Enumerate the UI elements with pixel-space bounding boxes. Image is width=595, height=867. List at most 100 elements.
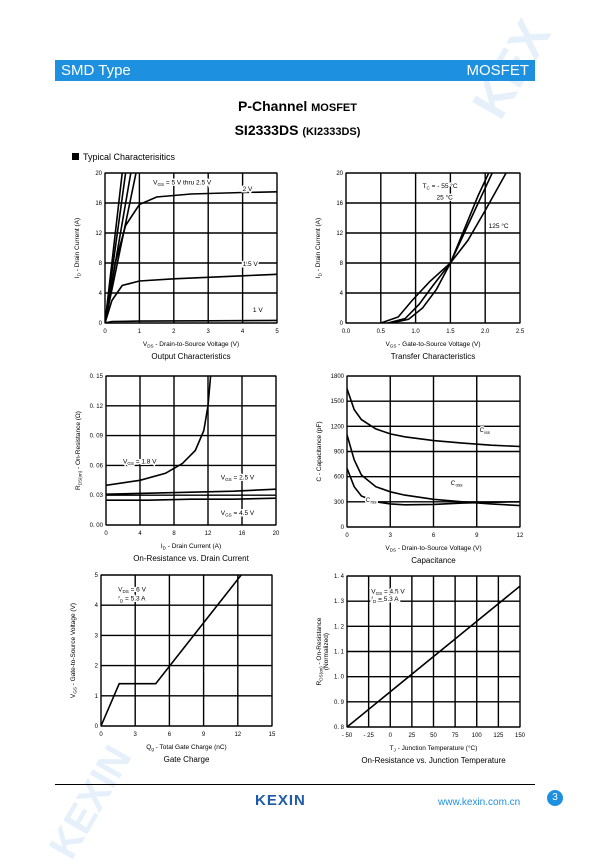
y-tick-label: 4 <box>95 603 99 609</box>
series-line <box>105 173 137 323</box>
x-tick-label: 8 <box>172 531 176 537</box>
y-tick-label: 1800 <box>331 374 345 380</box>
x-tick-label: 0 <box>389 733 393 739</box>
x-tick-label: 4 <box>138 531 142 537</box>
series-annotation: Crss <box>366 497 377 505</box>
series-annotation: ID = 5.3 A <box>371 596 399 604</box>
y-tick-label: 1. 1 <box>334 650 345 656</box>
x-tick-label: 0 <box>345 533 349 539</box>
series-annotation: 125 °C <box>489 222 509 230</box>
y-tick-label: 0 <box>341 525 345 531</box>
y-tick-label: 0. 9 <box>334 700 345 706</box>
x-tick-label: 3 <box>389 533 393 539</box>
x-tick-label: 9 <box>475 533 479 539</box>
y-tick-label: 2 <box>95 664 99 670</box>
title-suffix: MOSFET <box>311 102 357 114</box>
x-tick-label: 1.0 <box>411 329 420 335</box>
y-tick-label: 16 <box>336 201 343 207</box>
x-axis-label: VGS - Gate-to-Source Voltage (V) <box>385 341 480 349</box>
y-tick-label: 0 <box>99 321 103 327</box>
x-tick-label: 9 <box>202 732 206 738</box>
x-axis-label: VDS - Drain-to-Source Voltage (V) <box>143 341 239 349</box>
series-line <box>106 376 212 487</box>
chart-2: 0.0 0.5 1.0 1.5 2.0 2.5 0 4 8 12 16 20 TC = - 55 °C 2… <box>315 171 525 361</box>
chart-caption: Transfer Characteristics <box>391 352 476 361</box>
series-annotation: VGS = 4.5 V <box>371 589 405 597</box>
x-tick-label: 2.5 <box>516 329 525 335</box>
series-annotation: 1 V <box>253 307 263 314</box>
y-tick-label: 1. 0 <box>334 675 345 681</box>
series-annotation: VGS = 1.8 V <box>123 458 157 466</box>
series-annotation: VGS = 2.5 V <box>221 474 255 482</box>
square-bullet-icon <box>72 153 79 160</box>
series-line <box>380 173 507 323</box>
y-tick-label: 3 <box>95 633 99 639</box>
series-annotation: VDS = 6 V <box>118 587 147 595</box>
series-line <box>387 173 493 323</box>
series-line <box>106 497 276 501</box>
x-tick-label: 12 <box>517 533 524 539</box>
title-main: P-Channel <box>238 98 308 114</box>
series-annotation: TC = - 55 °C <box>423 182 458 191</box>
y-tick-label: 0. 12 <box>90 404 104 410</box>
chart-4: 0 3 6 9 12 0 300 600 900 1200 1500 1800 Ciss Coss Crss… <box>316 374 524 565</box>
y-axis-label: C - Capacitance (pF) <box>316 421 323 481</box>
plot-frame <box>105 375 277 526</box>
chart-caption: On-Resistance vs. Drain Current <box>133 554 249 563</box>
y-tick-label: 1 <box>95 694 99 700</box>
series-line <box>347 585 520 727</box>
x-tick-label: - 25 <box>363 733 374 739</box>
series-line <box>347 388 520 448</box>
chart-caption: Output Characteristics <box>151 352 230 361</box>
y-axis-label-extra: (Normalized) <box>323 633 330 670</box>
part-number: SI2333DS (KI2333DS) <box>0 122 595 138</box>
plot-frame <box>345 172 521 324</box>
y-tick-label: 0. 03 <box>90 493 104 499</box>
kexin-logo: KEXIN <box>255 792 306 809</box>
page-title: P-Channel MOSFET <box>0 98 595 114</box>
website-link[interactable]: www.kexin.com.cn <box>438 797 521 808</box>
x-tick-label: 20 <box>273 531 280 537</box>
chart-3: 0 4 8 12 16 20 0. 00 0. 03 0. 06 0. 09 0. 12 0. 15 V… <box>75 374 280 563</box>
y-tick-label: 1. 2 <box>334 624 345 630</box>
series-line <box>101 575 242 726</box>
x-tick-label: - 50 <box>342 733 353 739</box>
x-tick-label: 5 <box>275 329 279 335</box>
series-annotation: VGS = 5 V thru 2.5 V <box>153 179 212 187</box>
y-tick-label: 0. 06 <box>90 463 104 469</box>
x-tick-label: 1 <box>138 329 142 335</box>
x-tick-label: 25 <box>409 733 416 739</box>
y-tick-label: 0 <box>95 724 99 730</box>
plot-frame <box>346 375 521 528</box>
x-tick-label: 2 <box>172 329 176 335</box>
x-axis-label: VDS - Drain-to-Source Voltage (V) <box>385 545 481 553</box>
x-tick-label: 15 <box>269 732 276 738</box>
x-tick-label: 0.5 <box>377 329 386 335</box>
series-line <box>105 173 127 323</box>
y-tick-label: 8 <box>340 261 344 267</box>
x-tick-label: 1.5 <box>446 329 455 335</box>
y-tick-label: 0. 09 <box>90 434 104 440</box>
x-tick-label: 0 <box>104 531 108 537</box>
x-axis-label: ID - Drain Current (A) <box>161 543 221 551</box>
y-axis-label: RDS(on) - On-Resistance <box>316 617 324 685</box>
section-text: Typical Characterisitics <box>83 152 176 162</box>
y-tick-label: 4 <box>99 291 103 297</box>
x-axis-label: Qg - Total Gate Charge (nC) <box>146 744 226 752</box>
x-tick-label: 0 <box>103 329 107 335</box>
x-tick-label: 16 <box>239 531 246 537</box>
y-axis-label: ID - Drain Current (A) <box>315 218 323 278</box>
x-tick-label: 100 <box>472 733 483 739</box>
x-tick-label: 6 <box>432 533 436 539</box>
x-tick-label: 125 <box>493 733 504 739</box>
series-annotation: Ciss <box>480 427 491 435</box>
plot-frame <box>100 574 273 727</box>
series-annotation: ID = 5.3 A <box>118 596 146 604</box>
x-tick-label: 12 <box>205 531 212 537</box>
y-tick-label: 8 <box>99 261 103 267</box>
y-axis-label: VGS - Gate-to-Source Voltage (V) <box>70 603 78 698</box>
y-tick-label: 20 <box>95 171 102 177</box>
y-tick-label: 5 <box>95 573 99 579</box>
part-main: SI2333DS <box>234 122 299 138</box>
